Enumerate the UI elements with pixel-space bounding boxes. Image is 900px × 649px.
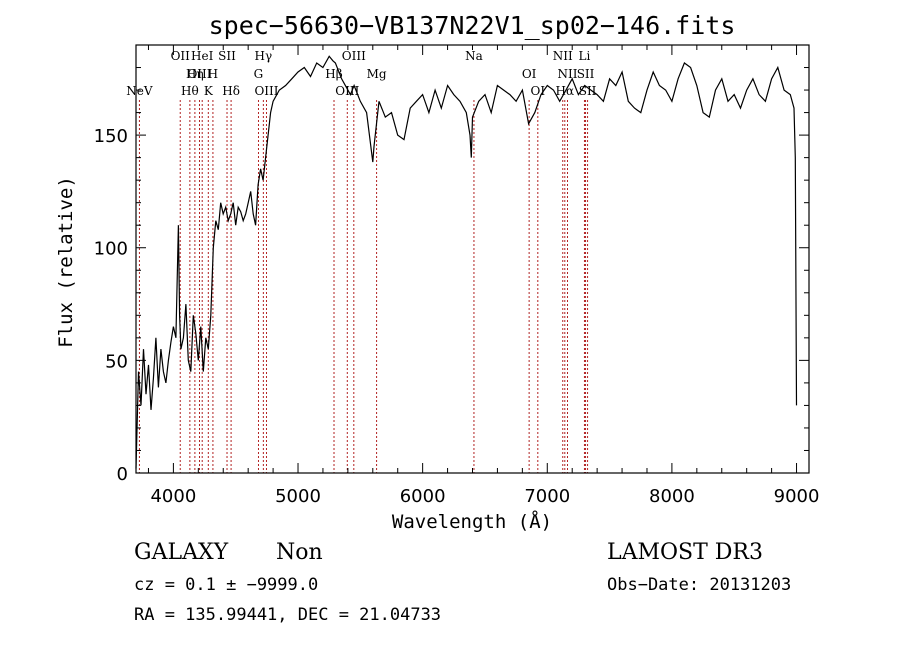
line-marker-label: OIII bbox=[187, 67, 211, 81]
line-marker-label: HeI bbox=[191, 49, 214, 63]
obs-date-text: Obs−Date: 20131203 bbox=[607, 575, 791, 595]
line-marker-label: Hη bbox=[186, 67, 204, 81]
line-marker-label: Hθ bbox=[181, 84, 199, 98]
line-marker-label: NII bbox=[558, 67, 578, 81]
x-tick-label: 7000 bbox=[524, 486, 570, 507]
line-marker-label: OII bbox=[171, 49, 191, 63]
survey-name: LAMOST DR3 bbox=[607, 540, 763, 565]
object-class: GALAXY bbox=[134, 540, 229, 565]
line-marker-label: OIII bbox=[254, 84, 278, 98]
line-marker-label: NeV bbox=[126, 84, 153, 98]
redshift-text: cz = 0.1 ± −9999.0 bbox=[134, 575, 318, 595]
line-marker-label: K bbox=[204, 84, 214, 98]
y-axis-label: Flux (relative) bbox=[55, 176, 77, 348]
line-marker-label: Mg bbox=[367, 67, 387, 81]
line-marker-label: OI bbox=[522, 67, 537, 81]
line-marker-label: Li bbox=[579, 49, 591, 63]
line-marker-label: SII bbox=[577, 67, 595, 81]
line-marker-label: Hδ bbox=[222, 84, 240, 98]
spectrum-line bbox=[135, 55, 798, 469]
y-tick-label: 50 bbox=[105, 351, 128, 372]
coordinates-text: RA = 135.99441, DEC = 21.04733 bbox=[134, 605, 441, 625]
y-tick-label: 150 bbox=[94, 126, 128, 147]
line-marker-label: Hα bbox=[556, 84, 575, 98]
line-marker-label: Hγ bbox=[255, 49, 273, 63]
line-marker-label: H bbox=[208, 67, 218, 81]
x-tick-label: 4000 bbox=[150, 486, 196, 507]
x-tick-label: 9000 bbox=[774, 486, 820, 507]
object-subclass: Non bbox=[276, 540, 323, 565]
line-marker-label: Na bbox=[465, 49, 483, 63]
line-marker-label: SII bbox=[218, 49, 236, 63]
line-marker-label: G bbox=[254, 67, 264, 81]
x-axis-ticks: 4000 5000 6000 7000 8000 9000 bbox=[147, 45, 820, 507]
x-tick-label: 5000 bbox=[275, 486, 321, 507]
plot-frame bbox=[135, 44, 810, 474]
x-tick-label: 6000 bbox=[400, 486, 446, 507]
y-tick-label: 0 bbox=[117, 464, 128, 485]
chart-title: spec−56630−VB137N22V1_sp02−146.fits bbox=[209, 11, 736, 40]
y-tick-label: 100 bbox=[94, 239, 128, 260]
y-axis-ticks: 0 50 100 150 bbox=[94, 67, 809, 485]
x-tick-label: 8000 bbox=[649, 486, 695, 507]
line-marker-label: OIII bbox=[342, 49, 366, 63]
line-markers bbox=[138, 100, 589, 473]
line-marker-label: NII bbox=[553, 49, 573, 63]
x-axis-label: Wavelength (Å) bbox=[392, 510, 552, 533]
